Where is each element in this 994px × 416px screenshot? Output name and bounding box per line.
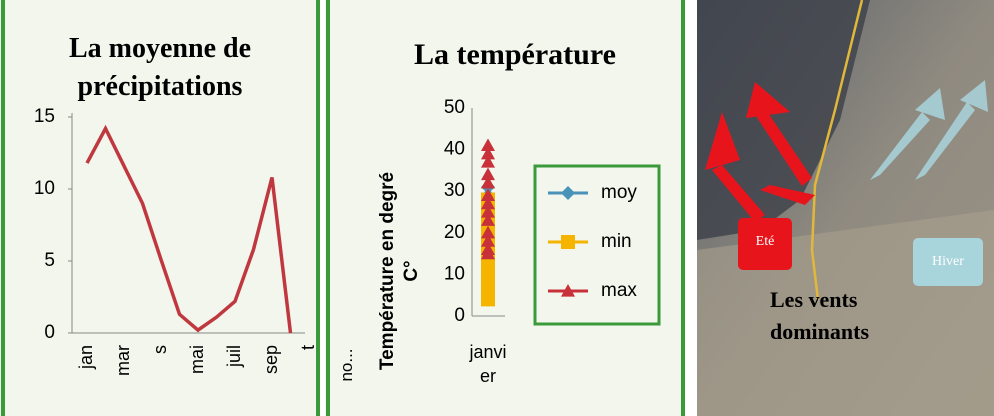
- legend-label: min: [601, 231, 632, 252]
- x-tick-label: sep: [261, 345, 281, 374]
- y-tick-label: 5: [44, 250, 55, 271]
- map-caption: Les vents dominants: [770, 284, 920, 348]
- legend-label: max: [601, 280, 637, 301]
- y-tick-label: 0: [454, 305, 465, 326]
- y-tick-label: 10: [34, 178, 55, 199]
- marker: [561, 235, 575, 249]
- y-tick-label: 0: [44, 322, 55, 343]
- x-tick-label: mai: [187, 345, 207, 374]
- x-tick-label: jan: [76, 345, 96, 370]
- y-tick-label: 50: [444, 97, 465, 118]
- y-tick-label: 15: [34, 106, 55, 127]
- y-tick-label: 10: [444, 263, 465, 284]
- map-label: Hiver: [913, 254, 983, 270]
- x-tick-label: s: [150, 345, 170, 354]
- y-tick-label: 30: [444, 180, 465, 201]
- chart-title: La moyenne de précipitations: [45, 30, 275, 106]
- y-tick-label: 40: [444, 139, 465, 160]
- x-tick-label: janvier: [466, 340, 510, 388]
- page: 0 5 10 15 janmar s maijuilsep t 0 10 20 30 40 50 moy mi…: [0, 0, 994, 416]
- x-tick-label: mar: [113, 345, 133, 376]
- chart-title: La température: [370, 38, 660, 72]
- legend-label: moy: [601, 182, 637, 203]
- legend-box: [535, 166, 659, 324]
- marker: [481, 292, 495, 306]
- y-tick-label: 20: [444, 222, 465, 243]
- map-label: Eté: [738, 234, 792, 250]
- x-tick-label: juil: [224, 345, 244, 368]
- x-axis-label: no...: [337, 335, 357, 395]
- map: [697, 0, 994, 416]
- y-axis-label: Température en degré C°: [376, 171, 424, 371]
- x-tick-label: t: [298, 345, 318, 350]
